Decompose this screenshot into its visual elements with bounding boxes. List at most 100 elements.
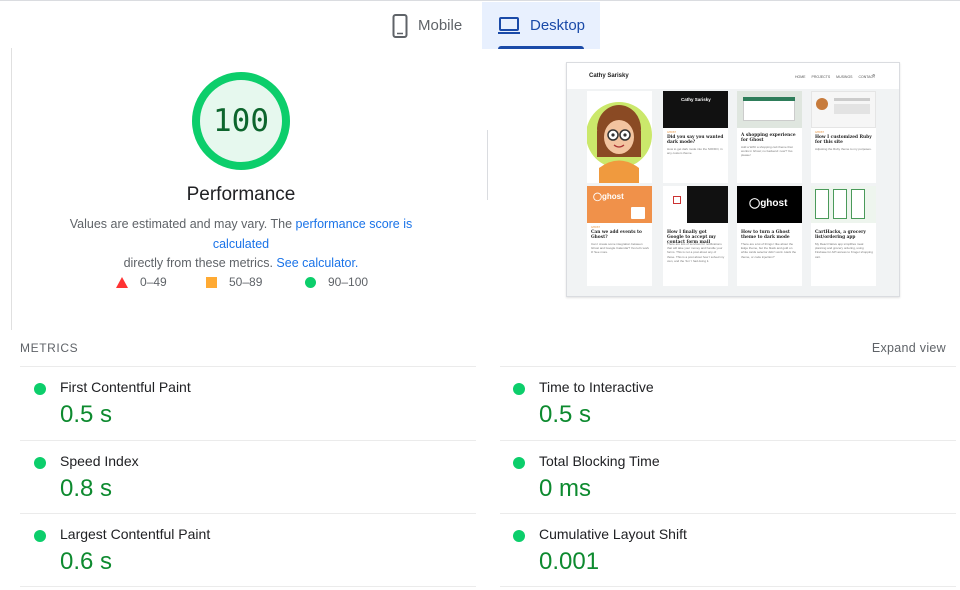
laptop-icon: [498, 16, 520, 35]
divider: [500, 513, 956, 514]
site-name: Cathy Sarisky: [589, 73, 629, 79]
center-divider: [487, 130, 488, 200]
triangle-icon: [116, 276, 128, 288]
circle-icon: [305, 276, 316, 288]
gauge-arc: [192, 72, 290, 170]
performance-score-calculated-link[interactable]: performance score is calculated: [212, 217, 413, 251]
metric-value: 0 ms: [539, 475, 592, 502]
ghost-logo: ◯ghost: [749, 198, 788, 209]
post-card-title: How I customized Ruby for this site: [815, 135, 872, 145]
metric-first-contentful-paint: First Contentful Paint 0.5 s: [20, 367, 460, 439]
site-search-icon: ⌕: [872, 73, 876, 79]
post-card-image: [737, 91, 802, 128]
metric-cumulative-layout-shift: Cumulative Layout Shift 0.001: [499, 514, 939, 586]
left-divider: [11, 48, 12, 330]
post-card-body: My React Native app simplifies meal plan…: [815, 242, 873, 259]
legend-average: 50–89: [206, 274, 262, 290]
tab-desktop[interactable]: Desktop: [482, 2, 600, 49]
legend-pass-range: 90–100: [328, 275, 369, 289]
post-card-body: How to get dark mode into the SOFDO, in …: [667, 147, 723, 156]
site-nav-item: PROJECTS: [811, 75, 831, 79]
performance-title: Performance: [186, 184, 296, 205]
post-card-image: [663, 186, 728, 223]
site-nav-item: HOME: [795, 75, 806, 79]
pass-circle-icon: [513, 530, 525, 542]
post-card-title: Can we add events to Ghost?: [591, 230, 642, 240]
smartphone-icon: [392, 13, 408, 38]
pass-circle-icon: [34, 530, 46, 542]
tab-mobile[interactable]: Mobile: [376, 2, 482, 49]
divider: [500, 586, 956, 587]
divider: [20, 586, 476, 587]
metric-label: Time to Interactive: [539, 379, 654, 395]
pass-circle-icon: [34, 383, 46, 395]
post-card-title: How I finally got Google to accept my co…: [667, 230, 716, 245]
post-card-category: GHOST: [667, 131, 676, 134]
post-card-body: Add a WAV a shopping cart theme that wor…: [741, 145, 793, 158]
divider: [20, 366, 476, 367]
metric-value: 0.8 s: [60, 475, 113, 502]
performance-gauge: [192, 72, 290, 170]
post-card: A shopping experience for Ghost Add a WA…: [737, 91, 802, 183]
site-nav: HOME PROJECTS MUSINGS CONTACT: [795, 75, 875, 79]
ghost-logo: ◯ghost: [593, 192, 624, 201]
post-card-body: There are lots of services for notificat…: [667, 242, 725, 263]
device-tabs: Mobile Desktop: [0, 0, 960, 49]
metric-speed-index: Speed Index 0.8 s: [20, 441, 460, 513]
site-nav-item: MUSINGS: [836, 75, 853, 79]
expand-view-button[interactable]: Expand view: [871, 341, 946, 355]
metric-label: Cumulative Layout Shift: [539, 526, 687, 542]
metric-time-to-interactive: Time to Interactive 0.5 s: [499, 367, 939, 439]
pass-circle-icon: [513, 383, 525, 395]
legend-pass: 90–100: [305, 274, 368, 290]
avatar-illustration: [586, 102, 652, 183]
post-card-image: Cathy Sarisky: [663, 91, 728, 128]
post-card: Cathy Sarisky GHOST Did you say you want…: [663, 91, 728, 183]
post-card-body: Adjusting the Ruby theme to my purposes.: [815, 147, 872, 151]
metrics-heading: METRICS: [20, 341, 79, 355]
post-card-title: CartHacks, a grocery list/ordering app: [815, 230, 866, 240]
metric-value: 0.001: [539, 548, 600, 575]
divider: [20, 513, 476, 514]
pass-circle-icon: [34, 457, 46, 469]
post-card: How I finally got Google to accept my co…: [663, 186, 728, 286]
pass-circle-icon: [513, 457, 525, 469]
avatar-card: [586, 91, 652, 183]
post-card-title: Did you say you wanted dark mode?: [667, 135, 724, 145]
site-header: Cathy Sarisky HOME PROJECTS MUSINGS CONT…: [567, 63, 899, 89]
desc-text-2: directly from these metrics.: [123, 256, 277, 270]
post-card-image: [811, 91, 876, 128]
final-screenshot[interactable]: Cathy Sarisky HOME PROJECTS MUSINGS CONT…: [566, 62, 900, 297]
legend-average-range: 50–89: [229, 275, 263, 289]
legend-fail-range: 0–49: [140, 275, 167, 289]
post-card-category: GHOST: [815, 131, 824, 134]
divider: [500, 366, 956, 367]
tab-desktop-label: Desktop: [530, 17, 586, 34]
post-card: CartHacks, a grocery list/ordering app M…: [811, 186, 876, 286]
metric-label: Speed Index: [60, 453, 139, 469]
post-card-image: ◯ghost: [737, 186, 802, 223]
post-card: ◯ghost GHOST Can we add events to Ghost?…: [587, 186, 652, 286]
performance-score: 100: [213, 103, 269, 139]
metric-label: First Contentful Paint: [60, 379, 191, 395]
post-card-title: A shopping experience for Ghost: [741, 133, 796, 143]
see-calculator-link[interactable]: See calculator.: [276, 256, 359, 270]
metric-value: 0.6 s: [60, 548, 113, 575]
post-card-image-text: Cathy Sarisky: [681, 97, 711, 102]
legend-fail: 0–49: [116, 274, 167, 290]
performance-description: Values are estimated and may vary. The p…: [40, 215, 442, 274]
metric-largest-contentful-paint: Largest Contentful Paint 0.6 s: [20, 514, 460, 586]
desc-text-1: Values are estimated and may vary. The: [69, 217, 296, 231]
metric-value: 0.5 s: [539, 401, 592, 428]
post-card-title: How to turn a Ghost theme to dark mode: [741, 230, 790, 240]
post-card-category: GHOST: [591, 226, 600, 229]
post-card-image: ◯ghost: [587, 186, 652, 223]
metric-label: Largest Contentful Paint: [60, 526, 211, 542]
metric-total-blocking-time: Total Blocking Time 0 ms: [499, 441, 939, 513]
post-card-image: [811, 186, 876, 223]
post-card-body: There are a lot of things I like about t…: [741, 242, 797, 259]
post-card-body: Can I create some integration between Gh…: [591, 242, 649, 255]
post-card: GHOST How I customized Ruby for this sit…: [811, 91, 876, 183]
metric-value: 0.5 s: [60, 401, 113, 428]
tab-mobile-label: Mobile: [418, 17, 463, 34]
